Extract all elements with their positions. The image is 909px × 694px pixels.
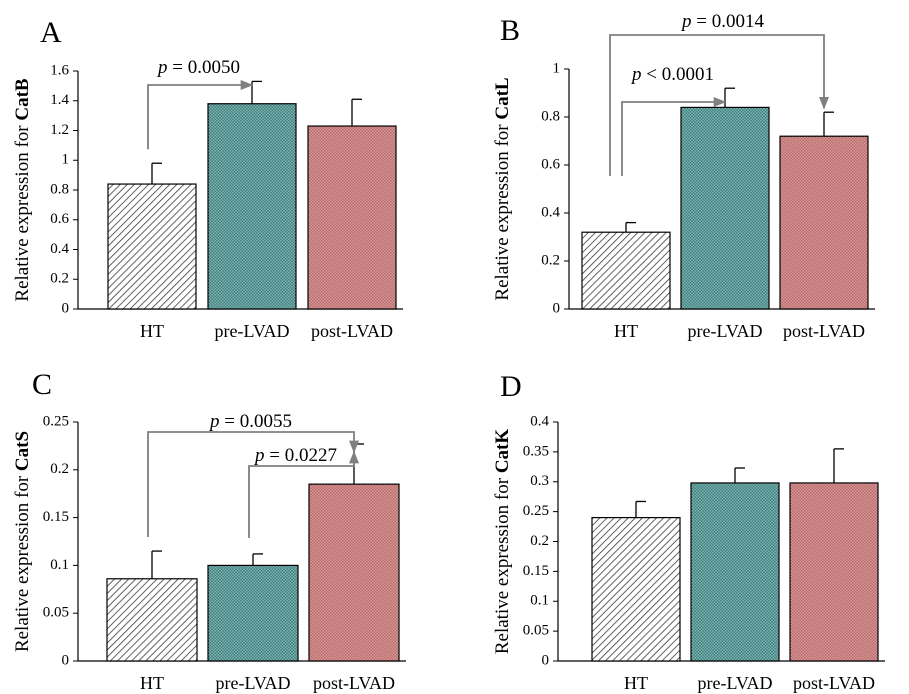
panel-letter: D bbox=[500, 370, 522, 403]
category-label-HT: HT bbox=[624, 673, 648, 693]
y-tick-label: 0.15 bbox=[43, 509, 69, 525]
p-symbol: p bbox=[156, 57, 168, 78]
y-axis-label: Relative expression for CatB bbox=[12, 78, 33, 302]
y-tick-label: 0.6 bbox=[50, 211, 69, 227]
p-symbol: p bbox=[680, 11, 692, 32]
category-label-HT: HT bbox=[614, 321, 638, 341]
y-axis-label-prefix: Relative expression for bbox=[492, 120, 513, 301]
y-tick-label: 0.4 bbox=[50, 241, 69, 257]
panel-B: B Relative expression for CatL 0 0.2 0.4 0.6 0… bbox=[492, 11, 875, 341]
significance-bracket bbox=[147, 431, 360, 538]
significance-bracket bbox=[147, 79, 254, 150]
bar-HT bbox=[106, 578, 198, 662]
bar-pre-LVAD bbox=[680, 106, 770, 310]
y-axis-label: Relative expression for CatS bbox=[12, 431, 33, 652]
y-tick-label: 0 bbox=[62, 300, 70, 316]
p-value-label: p = 0.0014 bbox=[680, 11, 764, 32]
y-tick-label: 1 bbox=[553, 60, 561, 76]
p-value: = 0.0014 bbox=[692, 11, 765, 32]
bar-post-LVAD bbox=[789, 482, 879, 662]
y-tick-label: 0.05 bbox=[43, 605, 69, 621]
y-tick-label: 0.3 bbox=[530, 473, 549, 489]
y-tick-label: 0.25 bbox=[43, 413, 69, 429]
y-tick-label: 0.4 bbox=[530, 413, 549, 429]
bar-pre-LVAD bbox=[207, 564, 299, 662]
significance-bracket bbox=[621, 96, 727, 176]
panel-A: A Relative expression for CatB 0 0.2 0.4 0.6 0… bbox=[12, 16, 403, 341]
y-tick-label: 0.25 bbox=[523, 503, 549, 519]
y-axis-label-target: CatS bbox=[12, 431, 33, 471]
y-axis-label: Relative expression for CatL bbox=[492, 77, 513, 300]
y-axis-label-prefix: Relative expression for bbox=[12, 121, 33, 302]
p-value: = 0.0055 bbox=[220, 411, 292, 432]
y-tick-label: 0.8 bbox=[541, 108, 560, 124]
p-symbol: p bbox=[208, 411, 220, 432]
y-tick-label: 0.1 bbox=[50, 557, 69, 573]
p-symbol: p bbox=[630, 64, 642, 85]
panel-C: C Relative expression for CatS 0 0.05 0.1 0.1… bbox=[12, 368, 406, 693]
y-tick-label: 0.15 bbox=[523, 563, 549, 579]
p-value-label: p = 0.0055 bbox=[208, 411, 292, 432]
category-label-pre-LVAD: pre-LVAD bbox=[215, 321, 290, 341]
p-value: = 0.0050 bbox=[168, 57, 240, 78]
category-label-HT: HT bbox=[140, 321, 164, 341]
bar-pre-LVAD bbox=[207, 103, 297, 310]
panel-D: D Relative expression for CatK 0 0.05 0.1 0.1… bbox=[492, 370, 885, 693]
y-tick-label: 0.6 bbox=[541, 156, 560, 172]
category-label-post-LVAD: post-LVAD bbox=[783, 321, 865, 341]
y-tick-label: 0.2 bbox=[50, 271, 69, 287]
category-label-HT: HT bbox=[140, 673, 164, 693]
y-tick-label: 0.2 bbox=[541, 252, 560, 268]
panel-letter: B bbox=[500, 14, 520, 47]
category-label-post-LVAD: post-LVAD bbox=[793, 673, 875, 693]
category-label-pre-LVAD: pre-LVAD bbox=[216, 673, 291, 693]
y-tick-label: 0 bbox=[542, 652, 550, 668]
y-axis-label-target: CatB bbox=[12, 78, 33, 121]
bar-pre-LVAD bbox=[690, 482, 780, 662]
category-label-post-LVAD: post-LVAD bbox=[311, 321, 393, 341]
y-tick-label: 0.4 bbox=[541, 204, 560, 220]
category-label-pre-LVAD: pre-LVAD bbox=[698, 673, 773, 693]
p-value: < 0.0001 bbox=[642, 64, 714, 85]
y-tick-label: 0.2 bbox=[530, 533, 549, 549]
panel-letter: C bbox=[32, 368, 52, 401]
bar-post-LVAD bbox=[308, 483, 400, 662]
significance-bracket bbox=[248, 450, 360, 538]
p-value-label: p = 0.0227 bbox=[253, 445, 337, 466]
y-tick-label: 0.05 bbox=[523, 623, 549, 639]
category-label-pre-LVAD: pre-LVAD bbox=[688, 321, 763, 341]
p-symbol: p bbox=[253, 445, 265, 466]
y-tick-label: 1.6 bbox=[50, 62, 69, 78]
significance-bracket bbox=[609, 34, 830, 176]
y-tick-label: 1.4 bbox=[50, 92, 69, 108]
panel-letter: A bbox=[40, 16, 62, 49]
p-value-label: p = 0.0050 bbox=[156, 57, 240, 78]
y-tick-label: 1.2 bbox=[50, 122, 69, 138]
y-tick-label: 0.2 bbox=[50, 461, 69, 477]
bar-HT bbox=[107, 183, 197, 310]
y-tick-label: 0.35 bbox=[523, 443, 549, 459]
y-tick-label: 0.1 bbox=[530, 593, 549, 609]
bar-post-LVAD bbox=[307, 125, 397, 310]
y-tick-label: 0 bbox=[62, 652, 70, 668]
category-label-post-LVAD: post-LVAD bbox=[313, 673, 395, 693]
y-tick-label: 0 bbox=[553, 300, 561, 316]
bar-post-LVAD bbox=[779, 135, 869, 310]
y-tick-label: 1 bbox=[62, 152, 70, 168]
y-axis-label-prefix: Relative expression for bbox=[492, 473, 513, 654]
p-value: = 0.0227 bbox=[265, 445, 337, 466]
y-tick-label: 0.8 bbox=[50, 181, 69, 197]
p-value-label: p < 0.0001 bbox=[630, 64, 714, 85]
y-axis-label-target: CatK bbox=[492, 429, 513, 474]
y-axis-label-prefix: Relative expression for bbox=[12, 471, 33, 652]
y-axis-label: Relative expression for CatK bbox=[492, 429, 513, 655]
bar-HT bbox=[581, 231, 671, 310]
y-axis-label-target: CatL bbox=[492, 77, 513, 119]
bar-HT bbox=[591, 516, 681, 662]
